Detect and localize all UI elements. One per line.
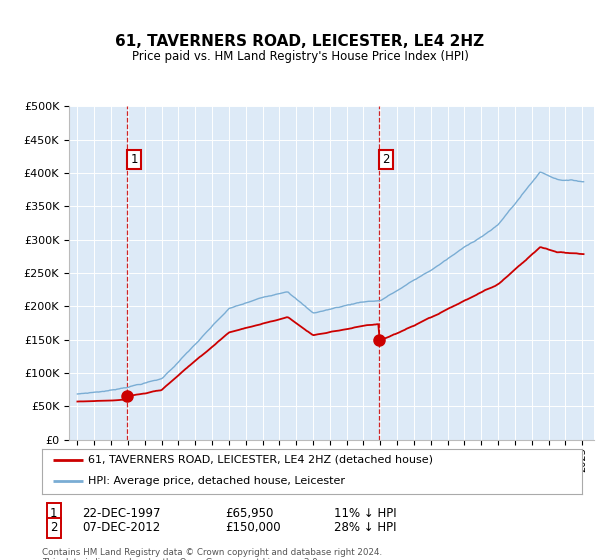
Text: 61, TAVERNERS ROAD, LEICESTER, LE4 2HZ: 61, TAVERNERS ROAD, LEICESTER, LE4 2HZ — [115, 34, 485, 49]
Text: 61, TAVERNERS ROAD, LEICESTER, LE4 2HZ (detached house): 61, TAVERNERS ROAD, LEICESTER, LE4 2HZ (… — [88, 455, 433, 465]
Text: 2: 2 — [382, 153, 390, 166]
Text: Price paid vs. HM Land Registry's House Price Index (HPI): Price paid vs. HM Land Registry's House … — [131, 50, 469, 63]
Text: 1: 1 — [130, 153, 138, 166]
Text: £150,000: £150,000 — [226, 521, 281, 534]
Text: 22-DEC-1997: 22-DEC-1997 — [83, 507, 161, 520]
Text: Contains HM Land Registry data © Crown copyright and database right 2024.
This d: Contains HM Land Registry data © Crown c… — [42, 548, 382, 560]
Text: 11% ↓ HPI: 11% ↓ HPI — [334, 507, 396, 520]
Text: 28% ↓ HPI: 28% ↓ HPI — [334, 521, 396, 534]
Text: 07-DEC-2012: 07-DEC-2012 — [83, 521, 161, 534]
Text: £65,950: £65,950 — [226, 507, 274, 520]
Text: 1: 1 — [50, 507, 58, 520]
Text: 2: 2 — [50, 521, 58, 534]
Text: HPI: Average price, detached house, Leicester: HPI: Average price, detached house, Leic… — [88, 477, 345, 487]
